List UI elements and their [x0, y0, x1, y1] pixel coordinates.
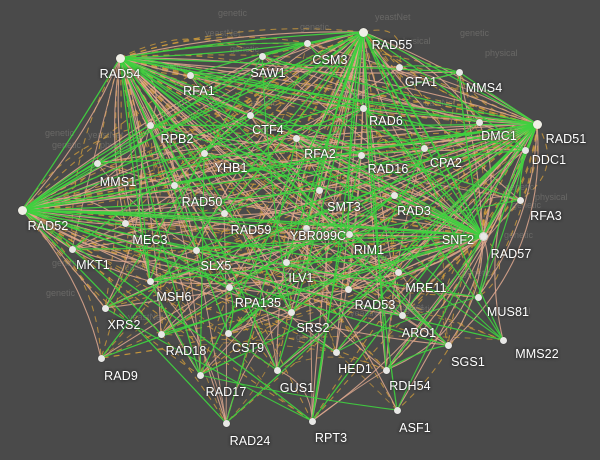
- graph-node-gus1[interactable]: [273, 366, 281, 374]
- graph-node-mus81[interactable]: [474, 293, 482, 301]
- graph-node-mec3[interactable]: [121, 219, 129, 227]
- graph-node-mms1[interactable]: [93, 159, 101, 167]
- graph-node-mkt1[interactable]: [68, 245, 76, 253]
- graph-node-rad54[interactable]: [115, 53, 125, 63]
- graph-node-rad6[interactable]: [359, 104, 367, 112]
- graph-node-csm3[interactable]: [303, 39, 311, 47]
- graph-node-rad9[interactable]: [97, 354, 105, 362]
- graph-node-sgs1[interactable]: [444, 341, 452, 349]
- graph-node-asf1[interactable]: [393, 406, 401, 414]
- graph-node-rad53[interactable]: [344, 285, 352, 293]
- graph-node-rpb2[interactable]: [146, 121, 154, 129]
- graph-node-rad59[interactable]: [220, 209, 228, 217]
- graph-node-xrs2[interactable]: [101, 304, 109, 312]
- graph-node-rfa1[interactable]: [186, 71, 194, 79]
- graph-node-cst9[interactable]: [224, 329, 232, 337]
- graph-node-rpa135[interactable]: [225, 283, 233, 291]
- graph-node-ilv1[interactable]: [282, 258, 290, 266]
- graph-node-rad24[interactable]: [222, 419, 230, 427]
- graph-node-rfa2[interactable]: [292, 134, 300, 142]
- graph-node-aro1[interactable]: [398, 311, 406, 319]
- graph-node-rad55[interactable]: [358, 27, 368, 37]
- graph-node-hed1[interactable]: [332, 348, 340, 356]
- graph-node-rad16[interactable]: [357, 151, 365, 159]
- graph-node-rpt3[interactable]: [308, 417, 316, 425]
- graph-node-ddc1[interactable]: [521, 146, 529, 154]
- graph-node-srs2[interactable]: [287, 308, 295, 316]
- graph-node-rad18[interactable]: [157, 330, 165, 338]
- graph-node-cpa2[interactable]: [420, 144, 428, 152]
- graph-node-rad3[interactable]: [390, 191, 398, 199]
- graph-node-mms4[interactable]: [455, 68, 463, 76]
- graph-node-mms22[interactable]: [499, 336, 507, 344]
- graph-node-yhb1[interactable]: [200, 149, 208, 157]
- graph-node-gfa1[interactable]: [395, 63, 403, 71]
- graph-node-saw1[interactable]: [258, 52, 266, 60]
- graph-node-rad17[interactable]: [196, 371, 204, 379]
- graph-node-msh6[interactable]: [146, 277, 154, 285]
- graph-node-rim1[interactable]: [345, 230, 353, 238]
- graph-node-rad57[interactable]: [479, 232, 487, 240]
- graph-node-slx5[interactable]: [192, 246, 200, 254]
- graph-node-rdh54[interactable]: [382, 366, 390, 374]
- graph-node-smt3[interactable]: [315, 186, 323, 194]
- graph-node-ctf4[interactable]: [246, 111, 254, 119]
- graph-node-rad52[interactable]: [17, 205, 27, 215]
- graph-node-rad51[interactable]: [532, 119, 542, 129]
- graph-node-rfa3[interactable]: [516, 196, 524, 204]
- graph-node-mre11[interactable]: [394, 268, 402, 276]
- graph-node-dmc1[interactable]: [475, 118, 483, 126]
- graph-node-rad50[interactable]: [170, 181, 178, 189]
- graph-node-ybr099c[interactable]: [302, 224, 310, 232]
